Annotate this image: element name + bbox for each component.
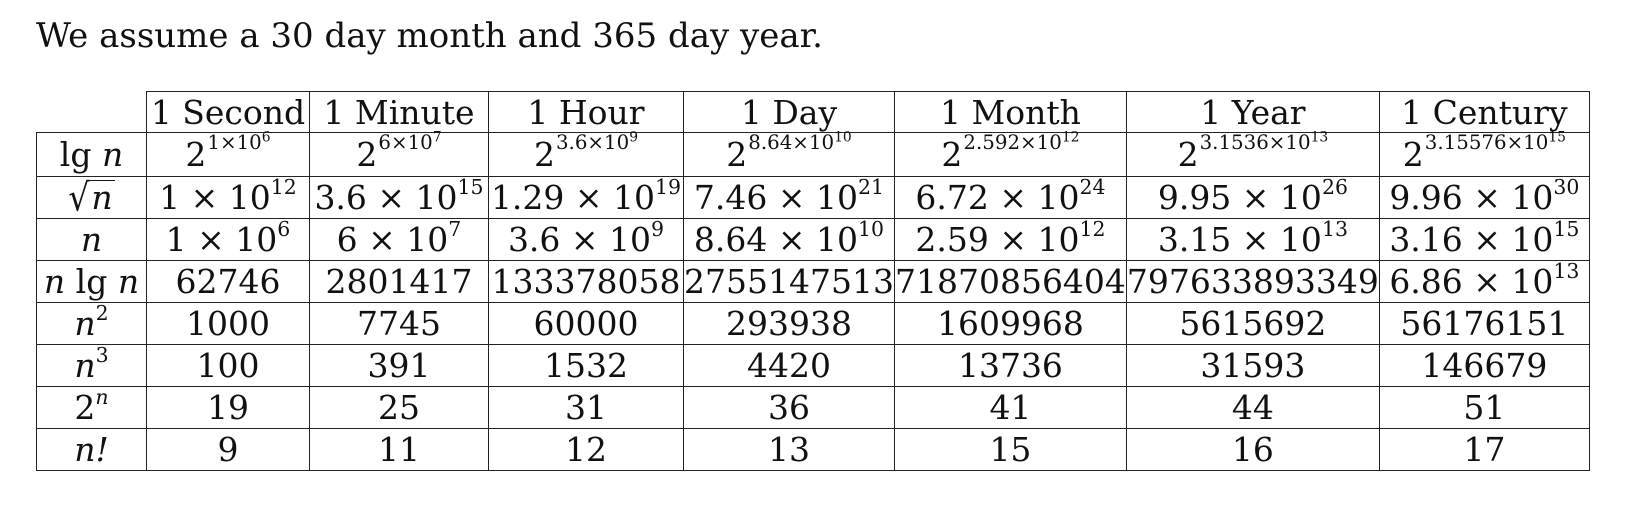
table-cell: 391: [309, 344, 489, 387]
table-cell: 4420: [683, 344, 895, 387]
column-header: 1 Hour: [488, 91, 684, 133]
table-cell: 146679: [1378, 344, 1590, 387]
table-cell: 2755147513: [683, 260, 895, 303]
table-cell: 23.6×109: [488, 130, 684, 177]
table-cell: 71870856404: [893, 260, 1127, 303]
table-cell: 36: [683, 386, 895, 429]
growth-rate-table: 1 Second 1 Minute 1 Hour 1 Day 1 Month 1…: [36, 91, 1590, 471]
table-cell: 31593: [1125, 344, 1380, 387]
row-label: n lg n: [36, 260, 147, 303]
table-cell: 6 × 107: [309, 217, 489, 261]
table-row: n! 9 11 12 13 15 16 17: [36, 428, 1590, 471]
table-cell: 2.59 × 1012: [893, 217, 1127, 261]
table-cell: 1 × 1012: [146, 175, 310, 219]
row-label: 2n: [36, 385, 147, 429]
table-row: n 1 × 106 6 × 107 3.6 × 109 8.64 × 1010 …: [36, 217, 1590, 261]
table-cell: 3.16 × 1015: [1378, 217, 1590, 261]
table-cell: 1 × 106: [146, 217, 310, 261]
table-cell: 25: [309, 386, 489, 429]
table-cell: 3.6 × 109: [488, 217, 684, 261]
table-cell: 3.6 × 1015: [309, 175, 489, 219]
table-cell: 13736: [893, 344, 1127, 387]
table-cell: 1532: [488, 344, 684, 387]
corner-cell: [36, 91, 147, 133]
table-row: n3 100 391 1532 4420 13736 31593 146679: [36, 343, 1590, 387]
table-cell: 31: [488, 386, 684, 429]
column-header: 1 Second: [146, 91, 310, 133]
table-cell: 44: [1125, 386, 1380, 429]
column-header: 1 Century: [1378, 91, 1590, 133]
table-cell: 26×107: [309, 130, 489, 177]
table-cell: 21×106: [146, 130, 310, 177]
table-cell: 797633893349: [1125, 260, 1380, 303]
row-label: n!: [36, 428, 147, 471]
table-cell: 133378058: [488, 260, 684, 303]
table-row: 2n 19 25 31 36 41 44 51: [36, 385, 1590, 429]
table-cell: 17: [1378, 428, 1590, 471]
table-cell: 1.29 × 1019: [488, 175, 684, 219]
row-label: lg n: [36, 132, 147, 177]
header-row: 1 Second 1 Minute 1 Hour 1 Day 1 Month 1…: [36, 91, 1590, 133]
table-row: n lg n 62746 2801417 133378058 275514751…: [36, 259, 1590, 303]
table-cell: 7745: [309, 302, 489, 345]
table-cell: 9: [146, 428, 310, 471]
table-cell: 23.15576×1015: [1378, 130, 1590, 177]
table-cell: 8.64 × 1010: [683, 217, 895, 261]
row-label: n3: [36, 343, 147, 387]
table-cell: 9.96 × 1030: [1378, 175, 1590, 219]
table-row: n2 1000 7745 60000 293938 1609968 561569…: [36, 301, 1590, 345]
table-cell: 7.46 × 1021: [683, 175, 895, 219]
intro-text: We assume a 30 day month and 365 day yea…: [36, 16, 823, 56]
row-label: n2: [36, 301, 147, 345]
table-cell: 3.15 × 1013: [1125, 217, 1380, 261]
table-cell: 51: [1378, 386, 1590, 429]
row-label: n: [36, 218, 147, 261]
table-row: lg n 21×106 26×107 23.6×109 28.64×1010 2…: [36, 130, 1590, 177]
table-cell: 15: [893, 428, 1127, 471]
table-cell: 56176151: [1378, 302, 1590, 345]
column-header: 1 Year: [1125, 91, 1380, 133]
table-cell: 6.86 × 1013: [1378, 259, 1590, 303]
table-cell: 19: [146, 386, 310, 429]
table-cell: 11: [309, 428, 489, 471]
table-cell: 28.64×1010: [683, 130, 895, 177]
table-cell: 2801417: [309, 260, 489, 303]
column-header: 1 Day: [683, 91, 895, 133]
table-cell: 62746: [146, 260, 310, 303]
table-cell: 100: [146, 344, 310, 387]
table-cell: 5615692: [1125, 302, 1380, 345]
table-cell: 13: [683, 428, 895, 471]
table-cell: 16: [1125, 428, 1380, 471]
column-header: 1 Month: [893, 91, 1127, 133]
table-cell: 23.1536×1013: [1125, 130, 1380, 177]
table-cell: 22.592×1012: [893, 130, 1127, 177]
table-cell: 12: [488, 428, 684, 471]
table-row: √n 1 × 1012 3.6 × 1015 1.29 × 1019 7.46 …: [36, 175, 1590, 220]
table-cell: 60000: [488, 302, 684, 345]
table-cell: 293938: [683, 302, 895, 345]
table-cell: 41: [893, 386, 1127, 429]
column-header: 1 Minute: [309, 91, 489, 133]
sqrt-symbol: √n: [68, 175, 115, 220]
table-cell: 9.95 × 1026: [1125, 175, 1380, 219]
table-cell: 6.72 × 1024: [893, 175, 1127, 219]
table-cell: 1000: [146, 302, 310, 345]
table-cell: 1609968: [893, 302, 1127, 345]
row-label: √n: [36, 175, 147, 220]
